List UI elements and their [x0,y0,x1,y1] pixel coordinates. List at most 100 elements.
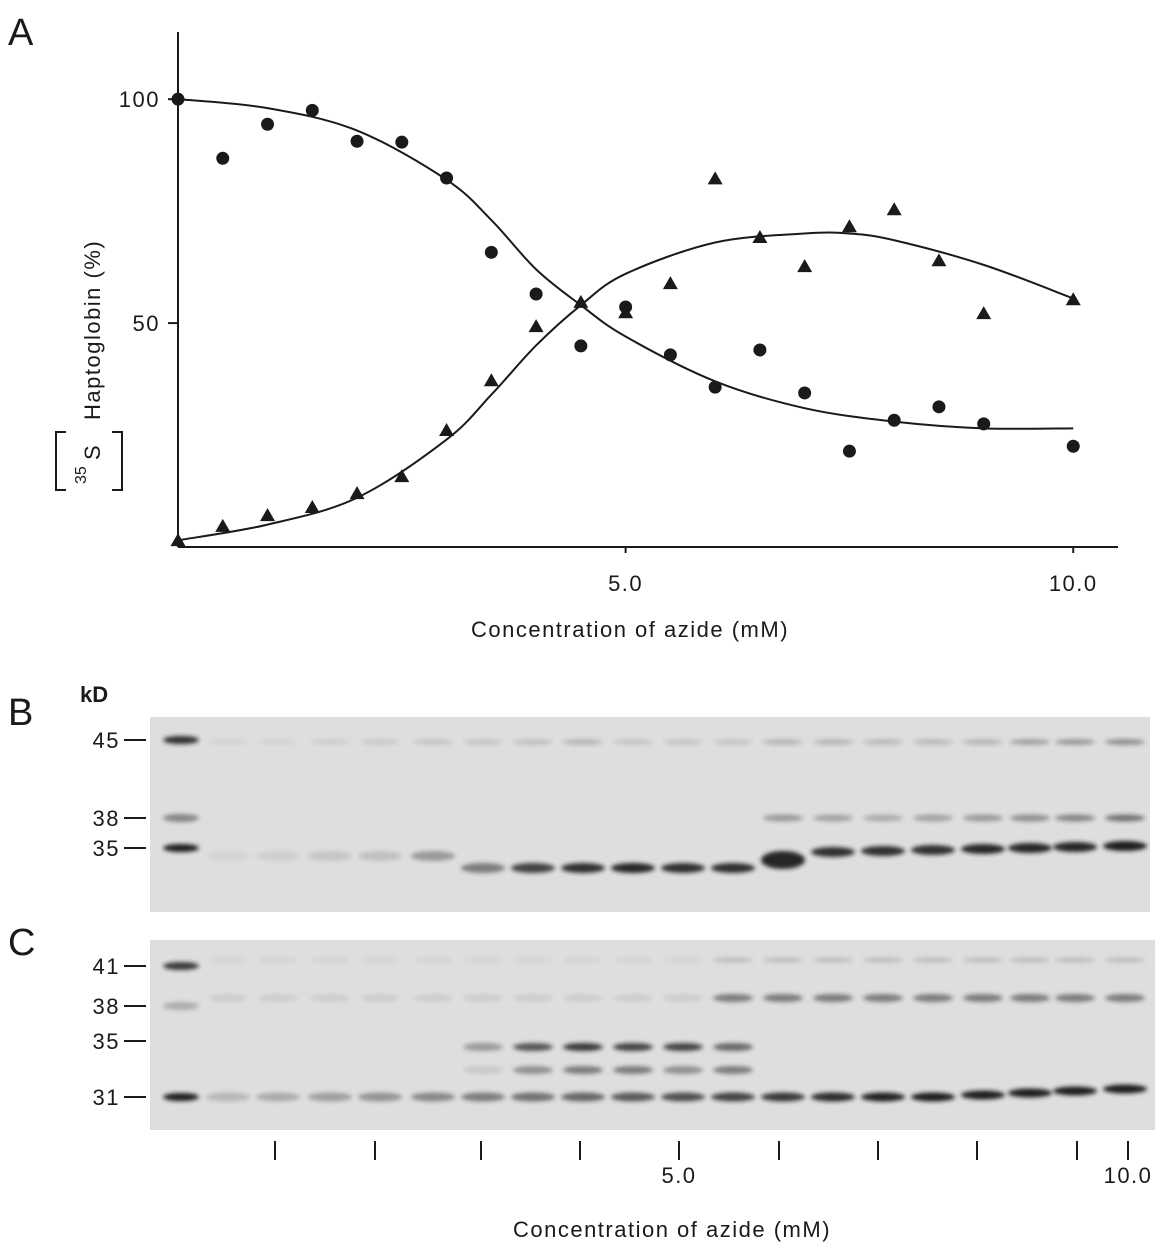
marker-label: 38 [93,994,120,1019]
triangle-point [752,230,768,243]
marker-label: 35 [93,836,120,861]
band [413,957,453,963]
band [663,957,703,963]
band [813,739,853,745]
circle-point [1066,439,1080,453]
band [411,1092,455,1102]
band [413,739,453,745]
x-axis-label: Concentration of azide (mM) [513,1217,831,1242]
gel-background [150,940,1155,1130]
circle-point [484,245,498,259]
y-tick-label: 50 [133,311,160,336]
band [358,851,402,861]
band [511,863,555,873]
marker-label: 41 [93,954,120,979]
band [613,957,653,963]
band [360,957,400,963]
band [513,994,553,1002]
band [763,957,803,963]
band [561,863,605,873]
band [613,994,653,1002]
y-axis-label: 35 S Haptoglobin (%) [55,240,123,491]
circle-point [887,413,901,427]
marker-label: 31 [93,1085,120,1110]
triangle-point [618,305,634,319]
band [513,957,553,963]
bracket [55,431,123,491]
band [713,739,753,745]
circle-point [395,135,409,149]
band [713,994,753,1002]
band [163,844,199,852]
circle-point [708,380,722,394]
band [711,1092,755,1102]
band [813,957,853,963]
triangle-point [528,319,544,333]
band [206,851,250,861]
band [1055,957,1095,963]
band [1105,739,1145,745]
unit-label: kD [80,682,108,707]
band [461,1092,505,1102]
band [713,1043,753,1051]
circle-point [663,348,677,362]
band [511,1092,555,1102]
marker-label: 38 [93,806,120,831]
band [863,739,903,745]
circle-point [842,444,856,458]
band [661,863,705,873]
band [1008,843,1052,853]
band [961,844,1005,854]
band [861,846,905,856]
band [163,962,199,970]
x-tick-label: 5.0 [608,571,643,596]
band [360,994,400,1002]
band [310,957,350,963]
band [413,994,453,1002]
band [258,957,298,963]
band [463,1043,503,1051]
band [761,851,805,869]
x-tick-label: 10.0 [1104,1163,1153,1188]
x-axis-label: Concentration of azide (mM) [471,617,789,642]
band [1010,814,1050,822]
circle-point [440,171,454,185]
band [308,1092,352,1102]
band [913,739,953,745]
band [663,994,703,1002]
triangle-point [215,518,231,532]
band [310,994,350,1002]
gel-c: 41 38 35 31 [93,940,1155,1130]
band [963,739,1003,745]
band [1010,739,1050,745]
element: S [80,445,105,460]
band [863,994,903,1002]
circle-point [350,134,364,148]
triangle-point [260,508,276,522]
x-tick-label: 5.0 [661,1163,696,1188]
y-tick-label: 100 [119,87,160,112]
band [811,847,855,857]
band [861,1092,905,1102]
band [1105,814,1145,822]
band [163,814,199,822]
band [208,994,248,1002]
band [308,851,352,861]
chart-a: Concentration of azide (mM) 35 S Haptogl… [55,32,1118,642]
triangle-point [976,306,992,320]
band [711,863,755,873]
triangle-point [304,500,320,514]
triangle-point [797,259,813,273]
band [1010,957,1050,963]
band [763,739,803,745]
band [513,1066,553,1074]
band [813,814,853,822]
band [563,957,603,963]
band [1105,957,1145,963]
band [463,1066,503,1074]
band [961,1090,1005,1100]
band [1053,1086,1097,1096]
band [1105,994,1145,1002]
band [963,994,1003,1002]
band [563,994,603,1002]
